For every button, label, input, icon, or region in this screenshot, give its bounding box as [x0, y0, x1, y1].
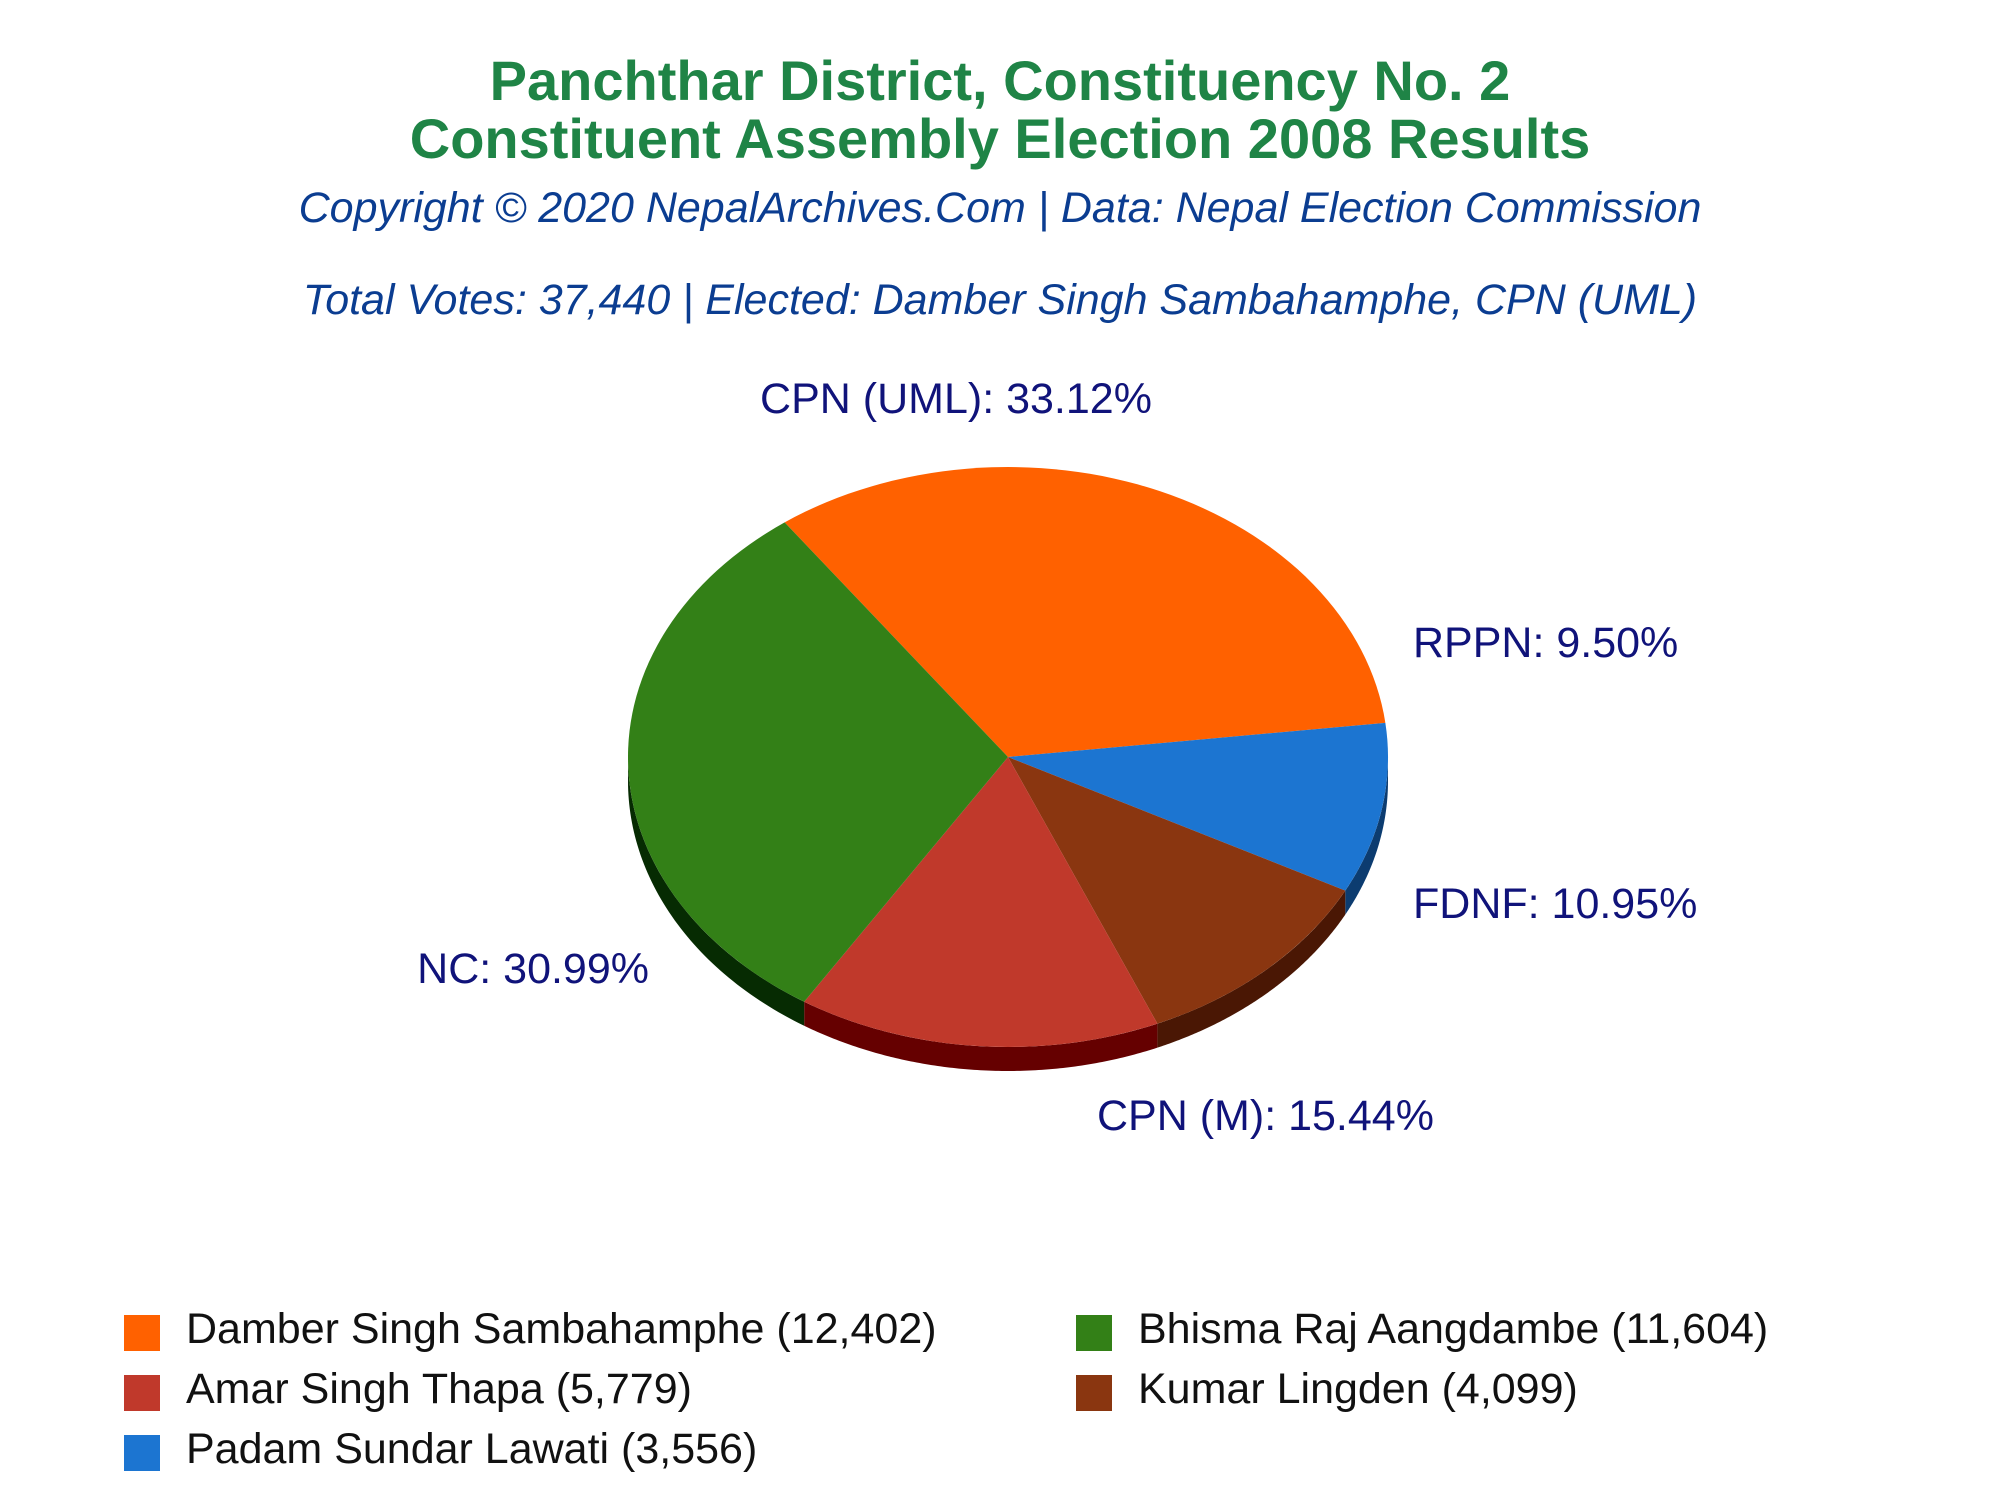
pie-slice-label: CPN (M): 15.44%	[1097, 1092, 1434, 1140]
legend-swatch	[124, 1315, 160, 1351]
pie-slice-side	[1345, 757, 1388, 915]
pie-slice	[1008, 722, 1388, 891]
pie-slice	[627, 522, 1008, 1002]
pie-slice-label: CPN (UML): 33.12%	[760, 375, 1152, 423]
pie-slice	[804, 757, 1158, 1047]
legend-swatch	[1076, 1315, 1112, 1351]
pie-slice-side	[628, 761, 805, 1026]
legend-label: Amar Singh Thapa (5,779)	[186, 1365, 692, 1413]
pie-slice-side	[1157, 890, 1346, 1048]
chart-summary: Total Votes: 37,440 | Elected: Damber Si…	[302, 276, 1698, 324]
legend-swatch	[124, 1375, 160, 1411]
pie-slice-label: RPPN: 9.50%	[1413, 619, 1678, 667]
legend-swatch	[1076, 1375, 1112, 1411]
pie-slice-side	[804, 1001, 1158, 1071]
legend-label: Kumar Lingden (4,099)	[1138, 1365, 1578, 1413]
chart-title-line-1: Panchthar District, Constituency No. 2	[489, 49, 1511, 112]
pie-slice-label: FDNF: 10.95%	[1413, 880, 1697, 928]
pie-slice	[784, 467, 1386, 757]
chart-copyright: Copyright © 2020 NepalArchives.Com | Dat…	[298, 184, 1702, 232]
legend-swatch	[124, 1435, 160, 1471]
pie-side-group	[628, 757, 1388, 1071]
pie-slice	[1008, 757, 1346, 1024]
pie-slice-label: NC: 30.99%	[417, 945, 649, 993]
legend-label: Damber Singh Sambahamphe (12,402)	[186, 1305, 937, 1353]
legend-label: Padam Sundar Lawati (3,556)	[186, 1425, 758, 1473]
chart-title-line-2: Constituent Assembly Election 2008 Resul…	[409, 107, 1591, 170]
legend-label: Bhisma Raj Aangdambe (11,604)	[1138, 1305, 1769, 1353]
